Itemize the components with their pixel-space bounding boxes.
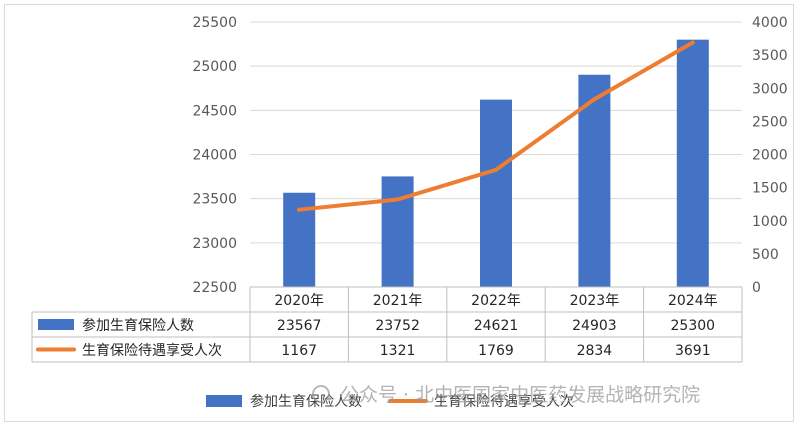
x-tick-label: 2020年: [274, 293, 324, 309]
bar: [480, 99, 512, 288]
line-point: [494, 167, 498, 172]
bar: [676, 39, 709, 287]
y-right-tick-label: 1500: [752, 181, 788, 197]
data-label: 3691: [675, 343, 711, 359]
y-right-tick-label: 3500: [752, 48, 788, 64]
y-left-tick-label: 24500: [192, 103, 237, 119]
data-label: 2834: [577, 343, 613, 359]
legend-label: 生育保险待遇享受人次: [434, 393, 574, 410]
y-right-tick-label: 0: [752, 280, 761, 296]
y-right-tick-label: 3000: [752, 81, 788, 97]
line-point: [297, 207, 302, 212]
y-left-tick-label: 22500: [192, 280, 237, 296]
x-tick-label: 2024年: [668, 293, 718, 309]
bar: [381, 176, 414, 287]
bar: [578, 74, 611, 287]
watermark-icon: [312, 385, 330, 403]
x-tick-label: 2022年: [471, 293, 521, 309]
x-tick-label: 2023年: [570, 293, 620, 309]
x-tick-label: 2021年: [373, 293, 423, 309]
legend-bar-swatch: [206, 395, 242, 407]
line-point: [395, 197, 400, 202]
watermark: 公众号 · 北中医国家中医药发展战略研究院: [312, 384, 700, 406]
table-series-name: 参加生育保险人数: [82, 317, 194, 334]
y-left-tick-label: 24000: [192, 148, 237, 164]
line-point: [690, 40, 695, 45]
y-left-tick-label: 23000: [192, 236, 237, 252]
data-label: 24621: [474, 318, 519, 334]
legend-label: 参加生育保险人数: [250, 393, 362, 410]
chart-frame: [4, 4, 794, 422]
y-right-tick-label: 500: [752, 247, 779, 263]
data-label: 1769: [478, 343, 514, 359]
y-right-tick-label: 4000: [752, 15, 788, 31]
line-point: [592, 97, 597, 102]
data-label: 1167: [281, 343, 317, 359]
data-label: 23752: [375, 318, 420, 334]
table-legend-key: [38, 319, 74, 330]
y-left-tick-label: 23500: [192, 192, 237, 208]
y-left-tick-label: 25000: [192, 59, 237, 75]
data-label: 1321: [380, 343, 416, 359]
data-label: 23567: [277, 318, 322, 334]
watermark-text: 公众号 · 北中医国家中医药发展战略研究院: [340, 384, 700, 406]
data-label: 25300: [671, 318, 716, 334]
y-right-tick-label: 1000: [752, 214, 788, 230]
y-right-tick-label: 2000: [752, 148, 788, 164]
table-series-name: 生育保险待遇享受人次: [82, 342, 222, 359]
data-label: 24903: [572, 318, 617, 334]
y-right-tick-label: 2500: [752, 114, 788, 130]
y-left-tick-label: 25500: [192, 15, 237, 31]
